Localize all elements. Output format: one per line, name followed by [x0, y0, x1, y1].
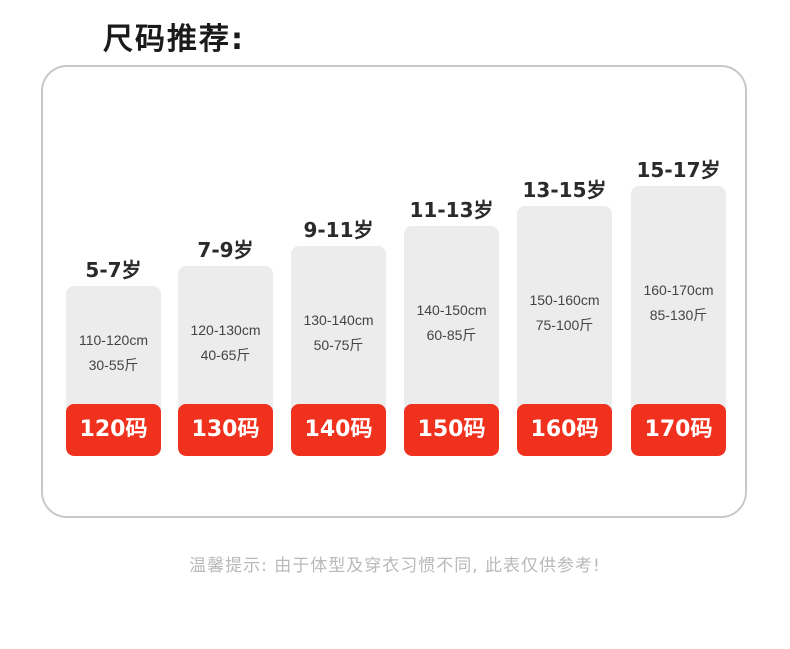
page-title: 尺码推荐:: [103, 22, 245, 57]
size-card: 110-120cm 30-55斤 120码: [66, 286, 161, 456]
size-badge: 170码: [631, 404, 726, 456]
age-range-label: 5-7岁: [85, 258, 142, 282]
age-range-label: 11-13岁: [409, 198, 494, 222]
size-card: 150-160cm 75-100斤 160码: [517, 206, 612, 456]
height-range: 140-150cm: [416, 302, 487, 318]
size-column-160: 13-15岁 150-160cm 75-100斤 160码: [517, 170, 612, 456]
age-range-label: 13-15岁: [522, 178, 607, 202]
size-badge: 160码: [517, 404, 612, 456]
size-column-150: 11-13岁 140-150cm 60-85斤 150码: [404, 190, 499, 456]
size-column-130: 7-9岁 120-130cm 40-65斤 130码: [178, 230, 273, 456]
weight-range: 50-75斤: [313, 337, 364, 353]
size-badge: 130码: [178, 404, 273, 456]
height-range: 150-160cm: [529, 292, 600, 308]
size-badge: 140码: [291, 404, 386, 456]
age-range-label: 9-11岁: [303, 218, 374, 242]
size-column-140: 9-11岁 130-140cm 50-75斤 140码: [291, 210, 386, 456]
weight-range: 85-130斤: [649, 307, 708, 323]
size-badge: 120码: [66, 404, 161, 456]
weight-range: 30-55斤: [88, 357, 139, 373]
size-card: 130-140cm 50-75斤 140码: [291, 246, 386, 456]
size-column-170: 15-17岁 160-170cm 85-130斤 170码: [631, 150, 726, 456]
age-range-label: 15-17岁: [636, 158, 721, 182]
height-range: 130-140cm: [303, 312, 374, 328]
height-range: 110-120cm: [78, 332, 148, 348]
disclaimer-note: 温馨提示: 由于体型及穿衣习惯不同, 此表仅供参考!: [189, 556, 601, 576]
weight-range: 60-85斤: [426, 327, 477, 343]
weight-range: 40-65斤: [200, 347, 251, 363]
size-card: 160-170cm 85-130斤 170码: [631, 186, 726, 456]
size-badge: 150码: [404, 404, 499, 456]
size-card: 140-150cm 60-85斤 150码: [404, 226, 499, 456]
age-range-label: 7-9岁: [197, 238, 254, 262]
height-range: 160-170cm: [643, 282, 714, 298]
height-range: 120-130cm: [190, 322, 261, 338]
size-chart-panel: [41, 65, 747, 518]
size-card: 120-130cm 40-65斤 130码: [178, 266, 273, 456]
size-column-120: 5-7岁 110-120cm 30-55斤 120码: [66, 250, 161, 456]
weight-range: 75-100斤: [535, 317, 594, 333]
